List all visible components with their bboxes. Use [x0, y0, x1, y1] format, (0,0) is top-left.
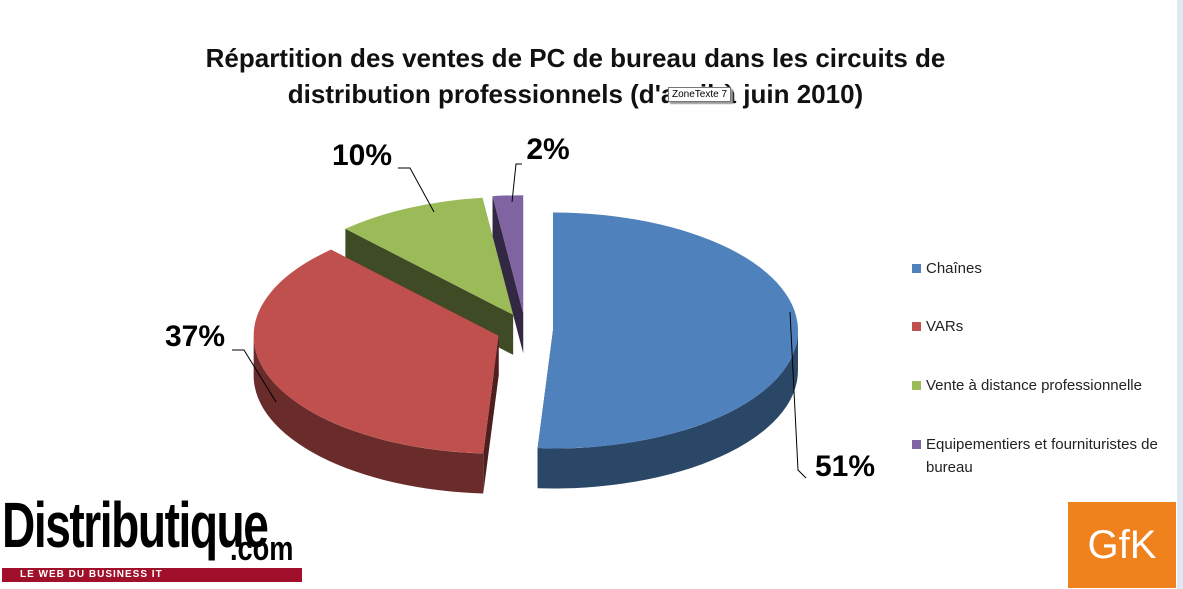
- tooltip: ZoneTexte 7: [668, 87, 732, 102]
- chart-title: Répartition des ventes de PC de bureau d…: [205, 43, 946, 109]
- legend-label: Chaînes: [926, 260, 982, 277]
- legend-swatch: [912, 322, 921, 331]
- data-label: 51%: [815, 450, 875, 483]
- legend-swatch: [912, 264, 921, 273]
- pie-slice: [537, 212, 798, 489]
- pie-slice: [492, 195, 524, 354]
- logo-tagline: LE WEB DU BUSINESS IT: [2, 568, 302, 582]
- slice-wall: [253, 335, 484, 494]
- slice-top: [253, 249, 499, 454]
- leader-line: [398, 167, 435, 213]
- slice-top: [345, 197, 514, 315]
- legend-swatch: [912, 381, 921, 390]
- leader-line: [789, 311, 807, 479]
- data-label: 37%: [165, 320, 225, 353]
- data-label: 10%: [332, 139, 392, 172]
- slice-side: [492, 196, 524, 354]
- leader-line: [232, 349, 277, 403]
- legend-label: VARs: [926, 318, 964, 335]
- legend-swatch: [912, 440, 921, 449]
- logo-distributique: Distributique: [2, 488, 371, 562]
- data-label: 2%: [526, 133, 569, 166]
- logo-gfk: GfK: [1068, 502, 1176, 588]
- legend-label: Equipementiers et fournituristes de bure…: [926, 436, 1158, 476]
- slice-wall: [537, 330, 798, 489]
- slice-top: [537, 212, 798, 449]
- slice-top: [492, 195, 524, 314]
- logo-text: Distributique: [2, 489, 269, 561]
- logo-suffix: .com: [230, 530, 294, 568]
- legend-label: Vente à distance professionnelle: [926, 377, 1142, 394]
- slice-side: [483, 335, 499, 494]
- pie-slice: [253, 249, 499, 494]
- leader-line: [511, 163, 522, 203]
